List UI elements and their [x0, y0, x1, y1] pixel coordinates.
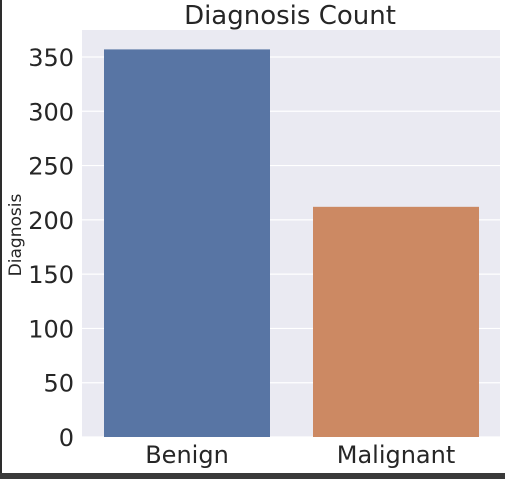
y-tick-label: 50	[43, 370, 74, 398]
y-axis-label: Diagnosis	[6, 194, 26, 277]
y-tick-label: 350	[28, 44, 74, 72]
chart-title: Diagnosis Count	[184, 1, 396, 31]
window-bottom-border	[0, 473, 505, 479]
y-tick-label: 100	[28, 315, 74, 343]
bar-malignant	[313, 206, 479, 437]
window-left-border	[0, 0, 2, 479]
bars	[104, 49, 479, 438]
y-tick-label: 0	[59, 424, 74, 452]
y-tick-label: 200	[28, 207, 74, 235]
y-tick-label: 250	[28, 153, 74, 181]
y-tick-label: 150	[28, 261, 74, 289]
bar-benign	[104, 49, 270, 438]
x-tick-label-malignant: Malignant	[337, 441, 456, 469]
y-tick-label: 300	[28, 98, 74, 126]
x-tick-labels: Benign Malignant	[145, 441, 455, 469]
x-tick-label-benign: Benign	[145, 441, 229, 469]
y-tick-labels: 0 50 100 150 200 250 300 350	[28, 44, 74, 452]
